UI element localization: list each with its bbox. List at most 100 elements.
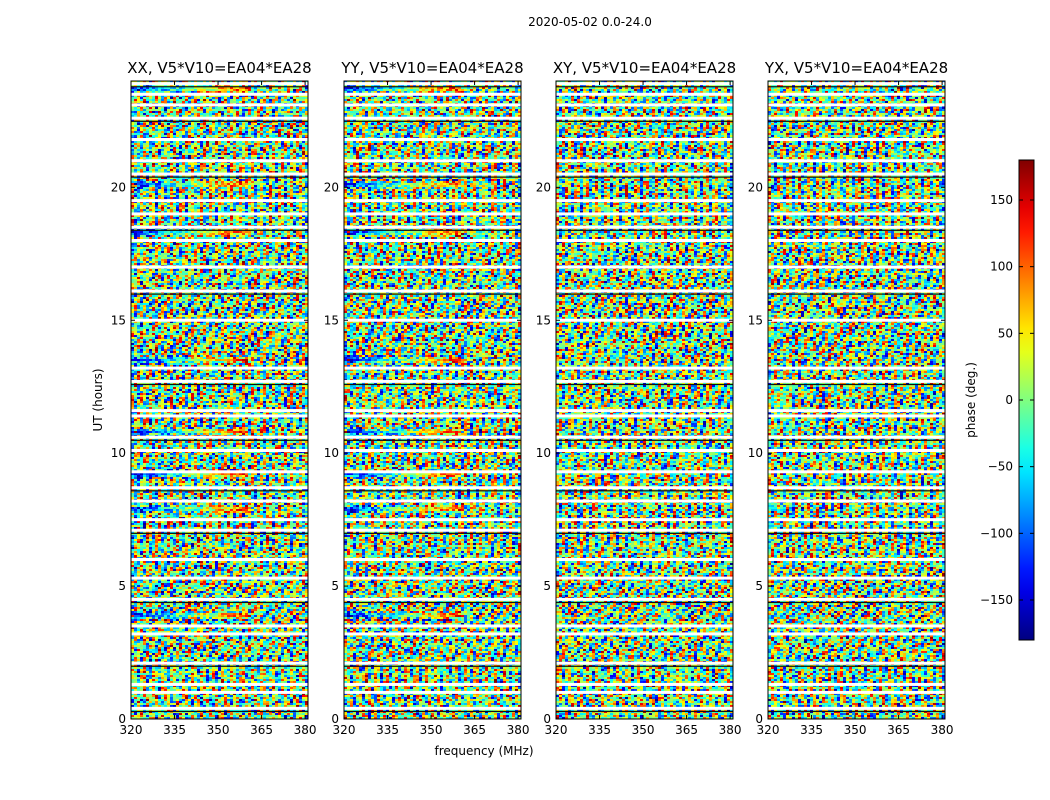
phase-heatmap-xy <box>556 81 733 719</box>
flagged-gap <box>344 632 521 636</box>
flagged-gap <box>768 576 945 580</box>
colorbar-label: phase (deg.) <box>964 362 978 438</box>
flagged-gap <box>131 632 308 636</box>
flagged-gap <box>131 624 308 628</box>
flagged-gap <box>556 199 733 203</box>
flagged-gap <box>768 265 945 269</box>
flagged-edge <box>344 229 521 231</box>
colorbar-tick-label: 0 <box>1005 393 1013 407</box>
flagged-gap <box>556 225 733 229</box>
flagged-gap <box>768 116 945 120</box>
flagged-gap <box>768 82 945 86</box>
flagged-gap <box>768 706 945 710</box>
flagged-gap <box>131 486 308 490</box>
flagged-gap <box>131 199 308 203</box>
y-tick-label: 15 <box>324 313 339 327</box>
flagged-gap <box>131 690 308 694</box>
flagged-gap <box>556 409 733 413</box>
flagged-gap <box>768 366 945 370</box>
y-tick-label: 0 <box>118 712 126 726</box>
flagged-gap <box>131 558 308 561</box>
flagged-gap <box>344 499 521 503</box>
flagged-edge <box>131 665 308 667</box>
x-tick-label: 335 <box>588 723 611 737</box>
flagged-edge <box>768 293 945 295</box>
flagged-gap <box>344 624 521 628</box>
x-tick-label: 335 <box>800 723 823 737</box>
flagged-gap <box>344 409 521 413</box>
flagged-edge <box>344 710 521 713</box>
flagged-edge <box>131 601 308 604</box>
panel-frame <box>767 80 946 720</box>
flagged-gap <box>344 92 521 96</box>
flagged-gap <box>131 265 308 269</box>
flagged-gap <box>768 528 945 532</box>
flagged-edge <box>131 532 308 534</box>
flagged-gap <box>131 159 308 163</box>
flagged-edge <box>131 710 308 713</box>
x-tick-label: 320 <box>333 723 356 737</box>
flagged-gap <box>556 289 733 293</box>
x-axis-label: frequency (MHz) <box>434 744 533 758</box>
y-tick-label: 5 <box>543 579 551 593</box>
flagged-gap <box>344 661 521 665</box>
flagged-gap <box>556 624 733 628</box>
panel-xy: XY, V5*V10=EA04*EA28 320 335 350 365 380 0 5 10 1… <box>536 59 742 737</box>
flagged-gap <box>556 449 733 453</box>
y-tick-label: 20 <box>111 180 126 194</box>
flagged-edge <box>768 229 945 231</box>
flagged-gap <box>768 690 945 694</box>
flagged-gap <box>131 682 308 686</box>
y-tick-label: 0 <box>331 712 339 726</box>
colorbar-tick-label: 100 <box>990 260 1013 274</box>
flagged-edge <box>344 383 521 386</box>
x-tick-label: 350 <box>844 723 867 737</box>
x-tick-label: 380 <box>931 723 954 737</box>
flagged-edge <box>344 439 521 441</box>
y-tick-label: 10 <box>324 446 339 460</box>
flagged-gap <box>556 103 733 107</box>
flagged-gap <box>131 409 308 413</box>
y-tick-label: 20 <box>536 180 551 194</box>
y-tick-label: 10 <box>536 446 551 460</box>
flagged-gap <box>768 137 945 141</box>
flagged-gap <box>768 289 945 293</box>
colorbar-tick-label: 50 <box>998 326 1013 340</box>
x-tick-label: 350 <box>632 723 655 737</box>
flagged-gap <box>344 159 521 163</box>
x-tick-label: 350 <box>207 723 230 737</box>
flagged-gap <box>344 706 521 710</box>
x-tick-label: 320 <box>757 723 780 737</box>
y-tick-label: 5 <box>118 579 126 593</box>
flagged-edge <box>344 601 521 604</box>
flagged-gap <box>768 435 945 439</box>
flagged-gap <box>556 414 733 418</box>
flagged-gap <box>768 199 945 203</box>
flagged-gap <box>344 225 521 229</box>
flagged-edge <box>768 383 945 386</box>
flagged-edge <box>768 439 945 441</box>
flagged-edge <box>344 490 521 492</box>
flagged-gap <box>131 92 308 96</box>
flagged-gap <box>344 414 521 418</box>
flagged-gap <box>768 486 945 490</box>
y-tick-label: 20 <box>748 180 763 194</box>
flagged-gap <box>131 379 308 383</box>
flagged-gap <box>768 558 945 561</box>
flagged-gap <box>344 690 521 694</box>
flagged-gap <box>131 103 308 107</box>
flagged-gap <box>556 116 733 120</box>
panel-xx: XX, V5*V10=EA04*EA28 320 335 350 365 380 0 5 10 1… <box>111 59 317 737</box>
flagged-gap <box>768 379 945 383</box>
flagged-gap <box>344 172 521 176</box>
flagged-gap <box>344 558 521 561</box>
flagged-edge <box>556 532 733 534</box>
flagged-gap <box>131 576 308 580</box>
flagged-gap <box>556 518 733 522</box>
flagged-gap <box>344 449 521 453</box>
flagged-edge <box>768 176 945 178</box>
flagged-edge <box>131 86 308 88</box>
flagged-gap <box>131 518 308 522</box>
flagged-gap <box>344 289 521 293</box>
